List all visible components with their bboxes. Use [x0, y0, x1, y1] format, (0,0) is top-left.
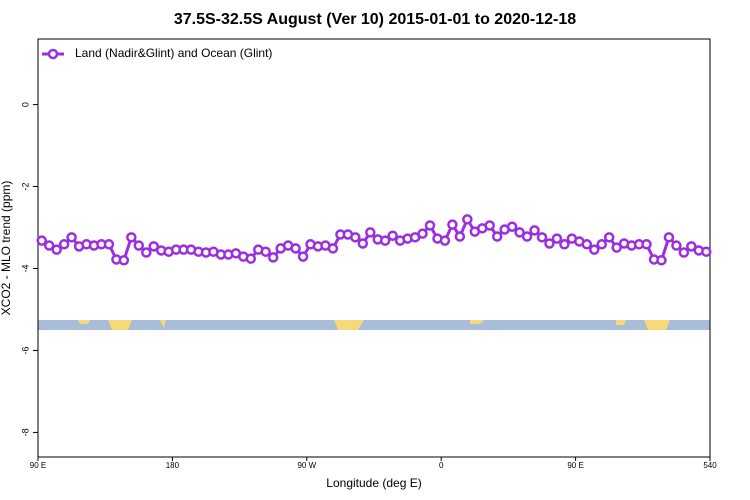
data-point: [290, 243, 301, 254]
x-tick-label: 0: [439, 461, 444, 470]
data-point: [544, 238, 555, 249]
data-point: [118, 255, 130, 266]
data-point: [596, 239, 607, 250]
legend-label: Land (Nadir&Glint) and Ocean (Glint): [75, 46, 272, 60]
data-point: [454, 231, 466, 242]
data-point: [51, 244, 62, 255]
data-point: [350, 232, 361, 243]
data-point: [506, 221, 518, 232]
data-point: [417, 228, 428, 239]
data-point: [43, 240, 55, 251]
data-point: [260, 246, 271, 257]
data-point: [581, 239, 593, 250]
y-tick-label: 0: [20, 102, 30, 107]
data-point: [387, 230, 398, 241]
data-point: [379, 235, 391, 246]
y-axis-label: XCO2 - MLO trend (ppm): [0, 181, 13, 316]
x-tick-label: 540: [703, 461, 717, 470]
data-point: [529, 225, 540, 236]
data-point: [365, 227, 376, 238]
data-point: [484, 220, 495, 231]
data-point: [36, 235, 47, 246]
data-point: [611, 242, 622, 253]
data-point: [536, 232, 548, 243]
data-point: [589, 244, 600, 255]
data-point: [671, 240, 682, 251]
y-tick-label: -6: [20, 346, 30, 354]
data-point: [678, 247, 690, 258]
y-tick-label: -2: [20, 183, 30, 191]
data-point: [66, 232, 77, 243]
data-point: [701, 246, 712, 257]
data-point: [297, 251, 309, 262]
data-point: [133, 240, 145, 251]
data-point: [551, 233, 563, 244]
x-tick-label: 180: [166, 461, 180, 470]
x-axis-label: Longitude (deg E): [326, 476, 421, 490]
data-point: [686, 241, 697, 252]
data-point: [641, 239, 652, 250]
data-point: [439, 235, 451, 246]
data-point: [103, 239, 115, 250]
x-tick-label: 90 E: [30, 461, 46, 470]
data-point: [663, 232, 675, 243]
x-tick-label: 90 E: [567, 461, 583, 470]
data-point: [559, 239, 570, 250]
data-point: [327, 243, 339, 254]
data-point: [148, 241, 159, 252]
data-point: [58, 239, 70, 250]
data-point: [424, 220, 436, 231]
data-point: [603, 232, 615, 243]
data-point: [656, 255, 667, 266]
data-point: [514, 227, 525, 238]
chart-title: 37.5S-32.5S August (Ver 10) 2015-01-01 t…: [174, 11, 576, 28]
x-tick-label: 90 W: [297, 461, 316, 470]
ocean-band: [38, 320, 710, 330]
data-point: [126, 232, 137, 243]
y-tick-label: -8: [20, 428, 30, 436]
data-point: [447, 219, 458, 230]
legend-marker: [47, 48, 59, 60]
data-point: [521, 231, 533, 242]
data-point: [245, 253, 257, 264]
data-point: [491, 231, 503, 242]
data-point: [357, 238, 369, 249]
data-point: [141, 247, 152, 258]
map-strip: [38, 320, 710, 330]
data-point: [462, 214, 473, 225]
y-tick-label: -4: [20, 264, 30, 272]
data-point: [267, 252, 279, 263]
